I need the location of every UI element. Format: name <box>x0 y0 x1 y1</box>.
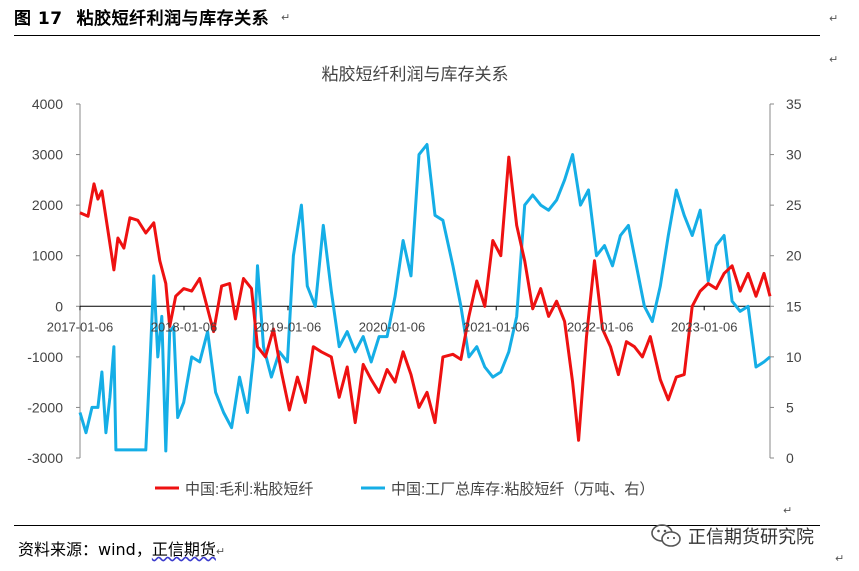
x-tick-label: 2021-01-06 <box>463 319 530 334</box>
figure-header: 图 17 粘胶短纤利润与库存关系 <box>14 4 269 29</box>
legend-label-profit: 中国:毛利:粘胶短纤 <box>185 481 313 498</box>
x-tick-label: 2022-01-06 <box>567 319 634 334</box>
x-tick-label: 2019-01-06 <box>255 319 322 334</box>
figure-number: 图 17 <box>14 9 63 29</box>
y-right-tick-label: 15 <box>786 298 802 314</box>
series-lines <box>78 143 772 453</box>
y-right-tick-label: 0 <box>786 450 794 466</box>
y-left-tick-label: 3000 <box>32 147 63 163</box>
paragraph-mark-icon: ↵ <box>829 53 839 66</box>
source-org: 正信期货 <box>151 540 216 559</box>
paragraph-mark-icon: ↵ <box>215 545 226 558</box>
tick-labels: 4000 3000 2000 1000 0 -1000 -2000 -3000 35 30 25 20… <box>27 96 802 466</box>
y-left-tick-label: -3000 <box>27 450 63 466</box>
source-note: 资料来源：wind，正信期货↵ <box>18 536 225 560</box>
y-right-tick-label: 20 <box>786 248 802 264</box>
paragraph-mark-icon: ↵ <box>829 12 839 25</box>
legend: 中国:毛利:粘胶短纤 中国:工厂总库存:粘胶短纤（万吨、右） <box>155 481 654 498</box>
y-left-tick-label: -2000 <box>27 399 63 415</box>
x-tick-label: 2017-01-06 <box>47 319 114 334</box>
x-tick-label: 2018-01-06 <box>151 319 218 334</box>
paragraph-mark-icon: ↵ <box>835 552 845 565</box>
y-left-tick-label: 0 <box>55 298 63 314</box>
paragraph-mark-icon: ↵ <box>783 504 793 517</box>
y-right-tick-label: 30 <box>786 147 802 163</box>
chart: 粘胶短纤利润与库存关系 4000 3000 2000 1000 0 -1000 -2000 -… <box>27 65 802 498</box>
y-left-tick-label: -1000 <box>27 349 63 365</box>
brand-name: 正信期货研究院 <box>688 527 814 548</box>
inventory-line <box>78 143 771 453</box>
x-tick-label: 2023-01-06 <box>671 319 738 334</box>
x-tick-label: 2020-01-06 <box>359 319 426 334</box>
paragraph-mark-icon: ↵ <box>281 11 291 24</box>
profit-line <box>79 155 772 442</box>
axes <box>76 103 774 459</box>
chart-title: 粘胶短纤利润与库存关系 <box>322 65 509 84</box>
source-label: 资料来源：wind， <box>18 540 152 559</box>
header-rule <box>14 35 820 36</box>
figure-title: 粘胶短纤利润与库存关系 <box>76 9 270 29</box>
y-right-tick-label: 10 <box>786 349 802 365</box>
brand-watermark: 正信期货研究院 <box>650 522 814 550</box>
wechat-icon <box>651 524 681 547</box>
y-right-tick-label: 25 <box>786 197 802 213</box>
y-right-tick-label: 5 <box>786 399 794 415</box>
footer-rule <box>14 525 820 526</box>
y-right-tick-label: 35 <box>786 96 802 112</box>
y-left-tick-label: 2000 <box>32 197 63 213</box>
y-left-tick-label: 4000 <box>32 96 63 112</box>
legend-label-inventory: 中国:工厂总库存:粘胶短纤（万吨、右） <box>391 481 654 498</box>
y-left-tick-label: 1000 <box>32 248 63 264</box>
